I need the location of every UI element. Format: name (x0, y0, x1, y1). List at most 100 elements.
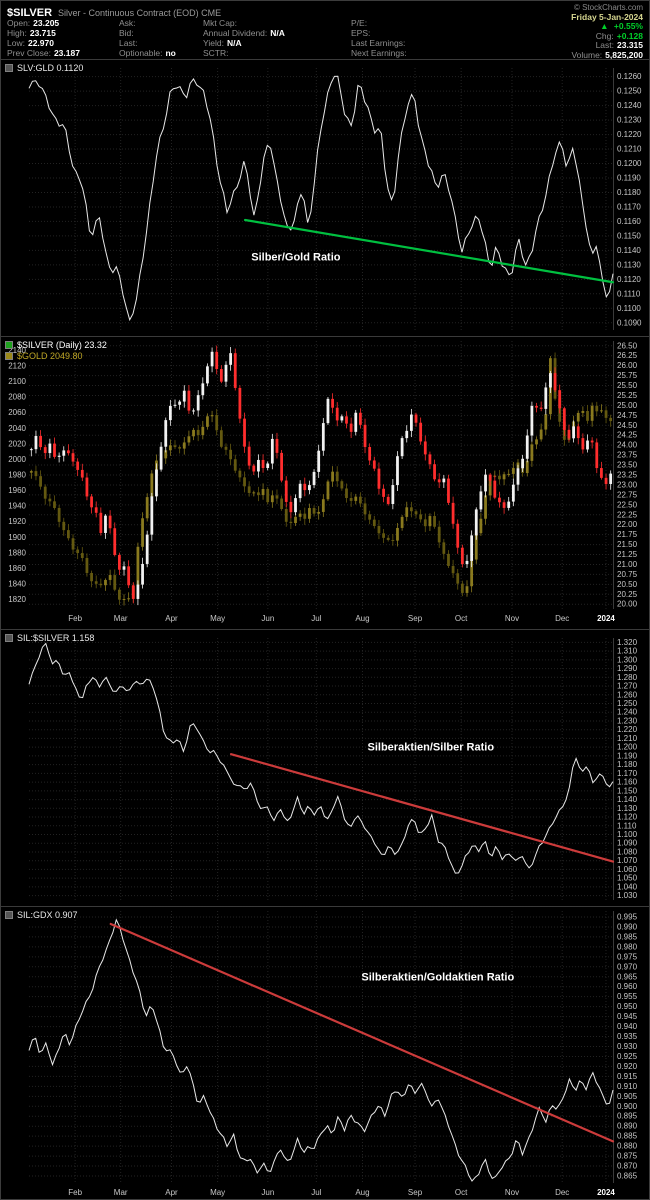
x-axis-month-label: Sep (408, 1188, 423, 1197)
candle (544, 414, 548, 430)
y-axis-tick-label: 0.1210 (617, 145, 642, 154)
trendline (243, 218, 615, 284)
y-axis-tick-label: 21.25 (617, 550, 638, 559)
candle (127, 598, 131, 600)
y-axis-tick-label: 26.50 (617, 341, 638, 350)
y-axis-tick-label: 1.070 (617, 856, 638, 865)
candle (257, 459, 260, 472)
candle (479, 491, 483, 510)
y-axis-tick-label: 25.00 (617, 401, 638, 410)
candle (57, 455, 61, 457)
candle (99, 583, 103, 586)
y-axis-tick-label: 21.50 (617, 540, 638, 549)
candle (507, 501, 511, 508)
y-axis-tick-label: 1.120 (617, 813, 638, 822)
candle (321, 499, 325, 512)
quote-date: Friday 5-Jan-2024 (571, 12, 643, 22)
stat-label: Low: (7, 38, 25, 48)
legend-swatch-icon (5, 633, 13, 642)
stat-row: Bid: (119, 28, 203, 38)
candle (340, 416, 344, 421)
stat-label: EPS: (351, 28, 371, 38)
candle (484, 474, 487, 492)
candle (600, 468, 603, 478)
y-axis-tick-label: 0.1140 (617, 246, 641, 255)
stockcharts-copyright-link[interactable]: © StockCharts.com (573, 3, 643, 12)
candle (447, 553, 450, 566)
x-axis-month-label: Jun (261, 1188, 274, 1197)
y-axis-tick-label: 1.140 (617, 795, 638, 804)
y-axis-left-tick-label: 2020 (8, 439, 26, 448)
candle (442, 542, 446, 554)
stat-value: 23.205 (33, 18, 60, 28)
candle (396, 527, 399, 541)
candle (442, 478, 446, 483)
stat-label: Bid: (119, 28, 134, 38)
candle (196, 429, 200, 436)
x-axis-month-label: Dec (555, 614, 569, 623)
quote-change-row: Volume: 5,825,200 (571, 49, 643, 61)
y-axis-tick-label: 1.190 (617, 751, 638, 760)
candle (229, 449, 233, 460)
y-axis-tick-label: 0.1100 (617, 304, 641, 313)
x-axis-month-label: Feb (68, 614, 82, 623)
stat-label: High: (7, 28, 27, 38)
candle (48, 498, 52, 502)
x-axis-month-label: Mar (114, 614, 128, 623)
legend-label: SIL:$SILVER 1.158 (17, 632, 95, 643)
candle (409, 414, 413, 431)
candle (284, 509, 288, 522)
stats-column: Mkt Cap: Annual Dividend: N/A Yield: N/A SCTR… (203, 18, 351, 58)
y-axis-tick-label: 0.1150 (617, 231, 641, 240)
y-axis-left-tick-label: 2000 (8, 455, 26, 464)
y-axis-tick-label: 0.1120 (617, 275, 641, 284)
up-arrow-icon: ▲ (600, 21, 611, 31)
y-axis-tick-label: 1.030 (617, 891, 638, 900)
candle (201, 426, 205, 436)
y-axis-tick-label: 0.980 (617, 942, 638, 951)
candle (451, 565, 455, 574)
candle (400, 438, 404, 457)
y-axis-tick-label: 1.250 (617, 699, 638, 708)
candle (284, 480, 288, 502)
candle (266, 463, 270, 468)
y-axis-tick-label: 1.210 (617, 734, 638, 743)
y-axis-left-tick-label: 2140 (8, 346, 26, 355)
candle (609, 473, 613, 484)
candle (108, 575, 112, 580)
y-axis-tick-label: 1.260 (617, 690, 638, 699)
stat-label: Volume: (571, 49, 603, 60)
stats-column: Open: 23.205 High: 23.715 Low: 22.970 Prev Clo… (7, 18, 119, 58)
chart-canvas-sil-gdx-ratio: 0.8650.8700.8750.8800.8850.8900.8950.900… (28, 911, 638, 1197)
candle (294, 498, 297, 513)
candle (99, 512, 103, 533)
candle (409, 507, 413, 512)
stat-label: Chg: (595, 30, 614, 41)
y-axis-tick-label: 0.965 (617, 972, 638, 981)
stat-value: 23.715 (29, 28, 56, 38)
legend-sil-gdx-ratio: SIL:GDX 0.907 (5, 909, 78, 920)
legend-row: SIL:GDX 0.907 (5, 909, 78, 920)
stat-row: SCTR: (203, 48, 351, 58)
candle (470, 535, 474, 561)
y-axis-tick-label: 1.080 (617, 847, 638, 856)
candle (317, 511, 321, 514)
candle (465, 586, 469, 593)
trendline (109, 922, 615, 1143)
stat-label: Mkt Cap: (203, 18, 238, 28)
y-axis-tick-label: 24.00 (617, 441, 638, 450)
y-axis-tick-label: 25.25 (617, 391, 638, 400)
candle (405, 507, 409, 517)
candle (145, 534, 149, 564)
y-axis-tick-label: 1.270 (617, 682, 638, 691)
candle (498, 475, 501, 480)
candle (530, 444, 534, 461)
candle (368, 514, 372, 520)
stat-row: Open: 23.205 (7, 18, 119, 28)
candle (354, 412, 358, 432)
y-axis-tick-label: 1.200 (617, 743, 638, 752)
candle (104, 579, 107, 586)
candle (308, 485, 311, 491)
candle (502, 474, 506, 480)
